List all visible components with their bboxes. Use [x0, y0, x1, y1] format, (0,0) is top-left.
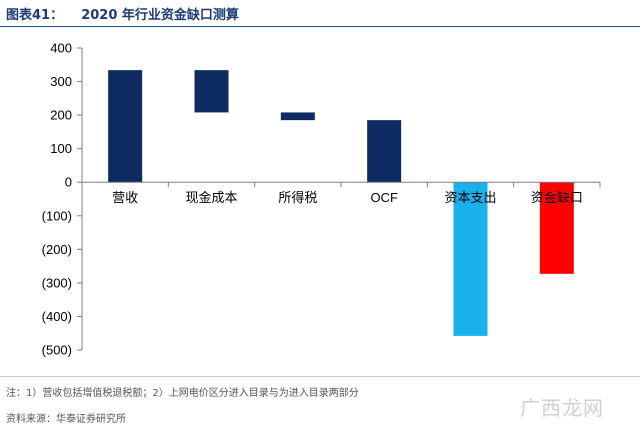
note-divider — [0, 376, 640, 377]
y-tick-label: (500) — [42, 343, 72, 358]
y-tick-label: (200) — [42, 242, 72, 257]
x-category-label: 所得税 — [278, 190, 317, 206]
y-tick-label: 200 — [50, 108, 72, 123]
y-tick-label: (100) — [42, 208, 72, 223]
y-tick-label: (300) — [42, 275, 72, 290]
x-category-label: 营收 — [112, 191, 138, 206]
x-category-label: OCF — [370, 190, 398, 205]
y-tick-label: 0 — [65, 175, 72, 190]
x-category-label: 现金成本 — [185, 190, 237, 206]
title-bar: 图表41： 2020 年行业资金缺口测算 — [0, 0, 640, 27]
y-tick-label: 300 — [50, 74, 72, 89]
y-tick-label: (400) — [42, 309, 72, 324]
x-category-label: 资金缺口 — [531, 190, 583, 206]
bar-2 — [194, 70, 229, 113]
bar-4 — [367, 120, 402, 183]
bar-5 — [453, 182, 488, 336]
chart-note: 注：1）营收包括增值税退税额；2）上网电价区分进入目录与为进入目录两部分 — [6, 388, 359, 399]
bar-3 — [280, 112, 315, 121]
bar-1 — [108, 70, 143, 183]
y-tick-label: 400 — [50, 41, 72, 56]
chart-source: 资料来源：华泰证券研究所 — [6, 414, 126, 425]
x-category-label: 资本支出 — [444, 191, 496, 206]
watermark: 广西龙网 — [520, 396, 604, 420]
bar-6 — [539, 182, 574, 274]
waterfall-chart: 400 300 200 100 0 (100) (200) (300) (400) (500) 营收… — [42, 41, 601, 358]
chart-title: 图表41： 2020 年行业资金缺口测算 — [6, 8, 239, 23]
y-tick-label: 100 — [50, 141, 72, 156]
